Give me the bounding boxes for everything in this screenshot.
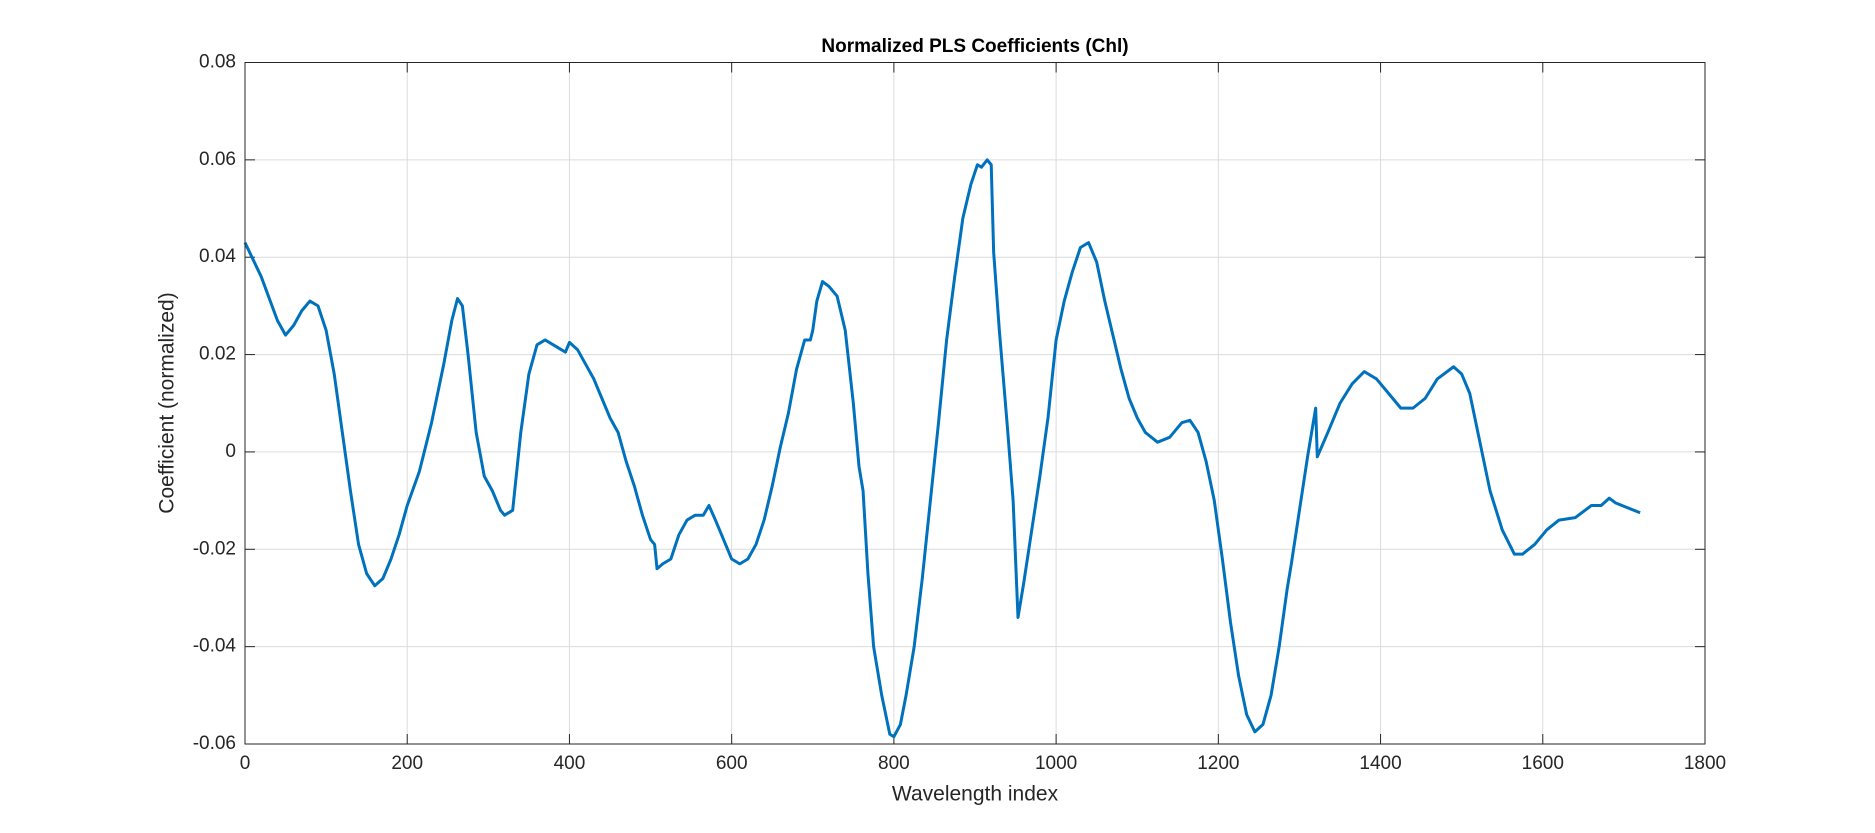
x-axis-label: Wavelength index xyxy=(892,783,1059,806)
plot-frame xyxy=(244,62,1706,745)
y-tick-label: 0.06 xyxy=(199,149,236,170)
y-tick-label: 0.04 xyxy=(199,246,236,267)
y-tick-label: 0 xyxy=(225,441,236,462)
plot xyxy=(243,158,1641,739)
x-tick-label: 400 xyxy=(554,753,586,774)
x-tick-label: 200 xyxy=(391,753,423,774)
x-tick-label: 600 xyxy=(716,753,748,774)
x-tick-label: 1000 xyxy=(1035,753,1077,774)
y-tick-label: -0.04 xyxy=(193,636,237,657)
x-tick-label: 1200 xyxy=(1197,753,1239,774)
x-tick-label: 1400 xyxy=(1359,753,1401,774)
y-tick-label: 0.08 xyxy=(199,52,236,73)
data-line xyxy=(243,158,1641,739)
y-tick-label: 0.02 xyxy=(199,344,236,365)
chart-title: Normalized PLS Coefficients (Chl) xyxy=(821,36,1128,57)
y-axis-label: Coefficient (normalized) xyxy=(156,292,179,513)
y-tick-label: -0.06 xyxy=(193,733,236,754)
x-tick-label: 0 xyxy=(240,753,251,774)
x-tick-label: 1600 xyxy=(1522,753,1564,774)
x-tick-label: 1800 xyxy=(1684,753,1726,774)
y-tick-label: -0.02 xyxy=(193,538,236,559)
x-tick-label: 800 xyxy=(878,753,910,774)
